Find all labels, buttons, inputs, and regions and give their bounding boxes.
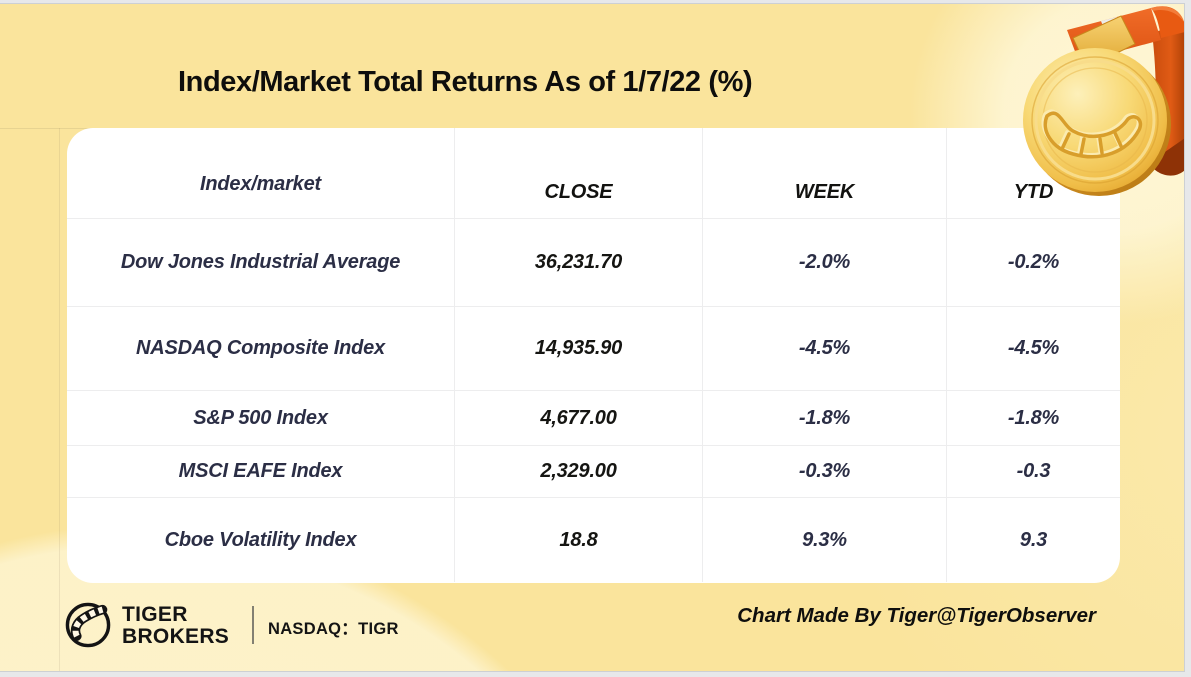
week-cell: -0.3% (702, 446, 946, 497)
index-name-cell: S&P 500 Index (193, 406, 328, 429)
ytd-cell: -0.3 (946, 446, 1120, 497)
close-cell: 36,231.70 (454, 219, 702, 306)
table-row: MSCI EAFE Index 2,329.00 -0.3% -0.3 (67, 445, 1120, 497)
table-row: Cboe Volatility Index 18.8 9.3% 9.3 (67, 497, 1120, 582)
close-cell: 14,935.90 (454, 307, 702, 390)
brand-line2: BROKERS (122, 625, 230, 648)
index-name-cell: Cboe Volatility Index (164, 528, 357, 551)
gridline-vertical (59, 128, 60, 671)
ytd-cell: -0.2% (946, 219, 1120, 306)
table-row: S&P 500 Index 4,677.00 -1.8% -1.8% (67, 390, 1120, 445)
returns-table: Index/market CLOSE WEEK YTD Dow Jones In… (67, 128, 1120, 583)
credit-text: Chart Made By Tiger@TigerObserver (737, 604, 1096, 627)
brand-line1: TIGER (122, 603, 188, 626)
index-name-cell: MSCI EAFE Index (178, 460, 343, 482)
close-cell: 4,677.00 (454, 391, 702, 445)
col-header-index-market: Index/market (200, 173, 321, 195)
col-header-week: WEEK (702, 128, 946, 218)
week-cell: 9.3% (702, 498, 946, 582)
ytd-cell: 9.3 (946, 498, 1120, 582)
gold-medal-ribbon-icon (1023, 6, 1184, 196)
index-name-cell: Dow Jones Industrial Average (120, 251, 401, 273)
tiger-logo-icon (65, 602, 111, 648)
table-row: NASDAQ Composite Index 14,935.90 -4.5% -… (67, 306, 1120, 390)
week-cell: -1.8% (702, 391, 946, 445)
col-header-ytd: YTD (946, 128, 1120, 218)
page-title: Index/Market Total Returns As of 1/7/22 … (178, 66, 753, 98)
table-row: Dow Jones Industrial Average 36,231.70 -… (67, 218, 1120, 306)
week-cell: -4.5% (702, 307, 946, 390)
index-name-cell: NASDAQ Composite Index (136, 337, 385, 359)
brand-divider (252, 606, 254, 644)
brand-name: TIGER BROKERS (122, 604, 229, 648)
table-header-row: Index/market CLOSE WEEK YTD (67, 128, 1120, 218)
close-cell: 18.8 (454, 498, 702, 582)
slide-background: Index/Market Total Returns As of 1/7/22 … (0, 3, 1185, 672)
col-header-close: CLOSE (454, 128, 702, 218)
close-cell: 2,329.00 (454, 446, 702, 497)
ytd-cell: -1.8% (946, 391, 1120, 445)
week-cell: -2.0% (702, 219, 946, 306)
ticker-label: NASDAQ：TIGR (268, 620, 399, 638)
ytd-cell: -4.5% (946, 307, 1120, 390)
